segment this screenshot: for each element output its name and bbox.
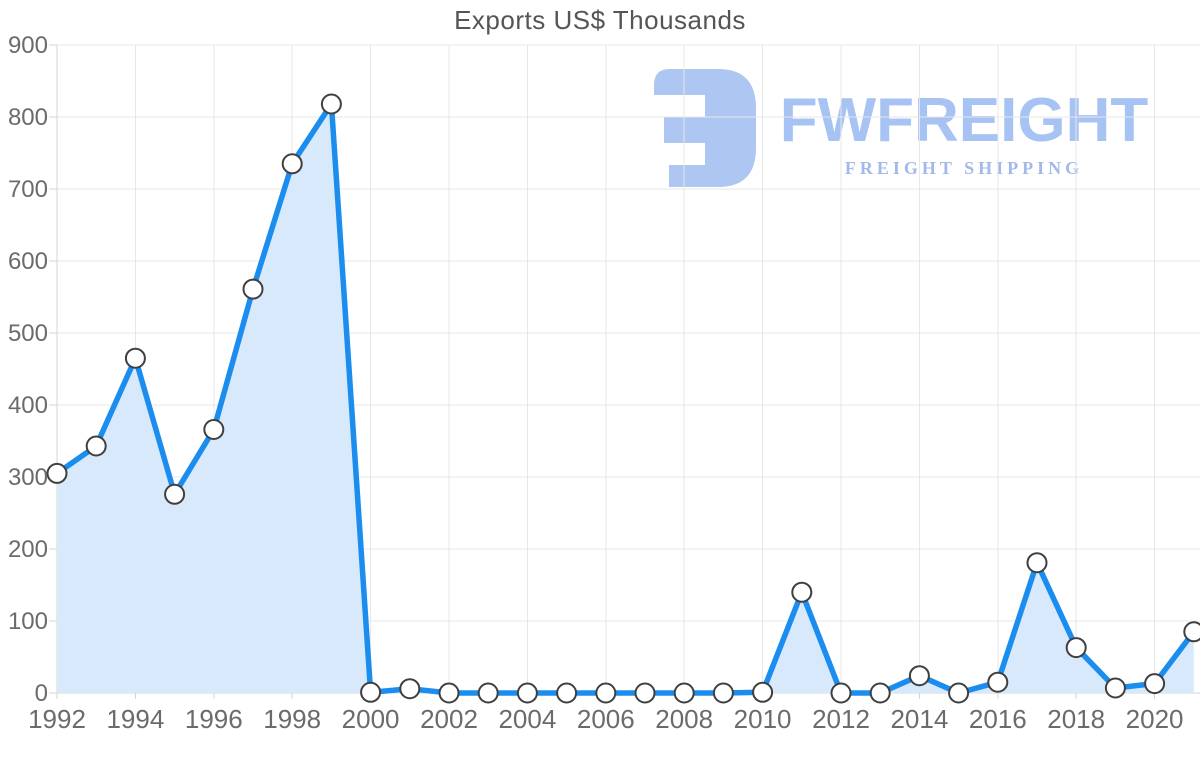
y-tick-label-100: 100 [8, 608, 48, 635]
x-tick-label-1994: 1994 [106, 704, 164, 734]
y-tick-label-800: 800 [8, 104, 48, 131]
x-tick-label-2018: 2018 [1047, 704, 1105, 734]
x-tick-label-1996: 1996 [185, 704, 243, 734]
logo-icon-shape-2 [664, 117, 714, 143]
fwfreight-logo-icon [654, 69, 756, 187]
x-tick-label-2010: 2010 [734, 704, 792, 734]
data-point-1998[interactable] [281, 153, 303, 175]
data-point-2008[interactable] [673, 682, 695, 704]
data-point-2012[interactable] [830, 682, 852, 704]
data-point-1997[interactable] [242, 278, 264, 300]
y-tick-label-0: 0 [35, 680, 48, 707]
data-point-2020[interactable] [1144, 673, 1166, 695]
x-tick-label-2020: 2020 [1126, 704, 1184, 734]
data-line-group [54, 101, 1197, 696]
data-point-2001[interactable] [399, 678, 421, 700]
data-point-2003[interactable] [477, 682, 499, 704]
x-tick-label-1992: 1992 [28, 704, 86, 734]
x-tick-label-2014: 2014 [890, 704, 948, 734]
data-point-2018[interactable] [1065, 637, 1087, 659]
data-point-2004[interactable] [516, 682, 538, 704]
logo-icon-shape-0 [705, 69, 756, 187]
data-point-2005[interactable] [556, 682, 578, 704]
data-point-1995[interactable] [164, 483, 186, 505]
x-tick-label-1998: 1998 [263, 704, 321, 734]
data-point-2013[interactable] [869, 682, 891, 704]
data-point-2009[interactable] [712, 682, 734, 704]
x-tick-label-2002: 2002 [420, 704, 478, 734]
data-point-2000[interactable] [360, 681, 382, 703]
x-tick-label-2000: 2000 [342, 704, 400, 734]
x-tick-label-2016: 2016 [969, 704, 1027, 734]
chart-title: Exports US$ Thousands [454, 5, 746, 35]
x-tick-label-2012: 2012 [812, 704, 870, 734]
y-tick-label-900: 900 [8, 32, 48, 59]
data-point-2002[interactable] [438, 682, 460, 704]
data-point-1992[interactable] [46, 462, 68, 484]
data-point-1996[interactable] [203, 419, 225, 440]
y-tick-label-500: 500 [8, 320, 48, 347]
data-point-2006[interactable] [595, 682, 617, 704]
y-tick-label-300: 300 [8, 464, 48, 491]
data-point-1993[interactable] [85, 435, 107, 457]
data-point-2019[interactable] [1104, 677, 1126, 699]
logo-icon-shape-3 [669, 165, 714, 187]
data-points-group [46, 93, 1200, 704]
tick-labels: 0 100 200 300 400 500 600 700 800 900 1992 1994 1996… [8, 32, 1184, 734]
data-line [54, 101, 1197, 696]
x-tick-label-2006: 2006 [577, 704, 635, 734]
y-tick-label-400: 400 [8, 392, 48, 419]
data-point-2014[interactable] [908, 665, 930, 687]
data-point-2015[interactable] [948, 682, 970, 704]
brand-tagline: FREIGHT SHIPPING [844, 158, 1084, 178]
data-point-2011[interactable] [791, 581, 813, 603]
data-point-2021[interactable] [1183, 621, 1200, 643]
data-point-1994[interactable] [124, 347, 146, 369]
y-tick-label-600: 600 [8, 248, 48, 275]
y-tick-label-200: 200 [8, 536, 48, 563]
y-tick-label-700: 700 [8, 176, 48, 203]
data-point-2010[interactable] [752, 681, 774, 703]
data-point-1999[interactable] [320, 93, 342, 115]
x-tick-label-2008: 2008 [655, 704, 713, 734]
data-point-2007[interactable] [634, 682, 656, 704]
x-tick-label-2004: 2004 [498, 704, 556, 734]
data-point-2016[interactable] [987, 671, 1009, 693]
data-point-2017[interactable] [1026, 552, 1048, 574]
